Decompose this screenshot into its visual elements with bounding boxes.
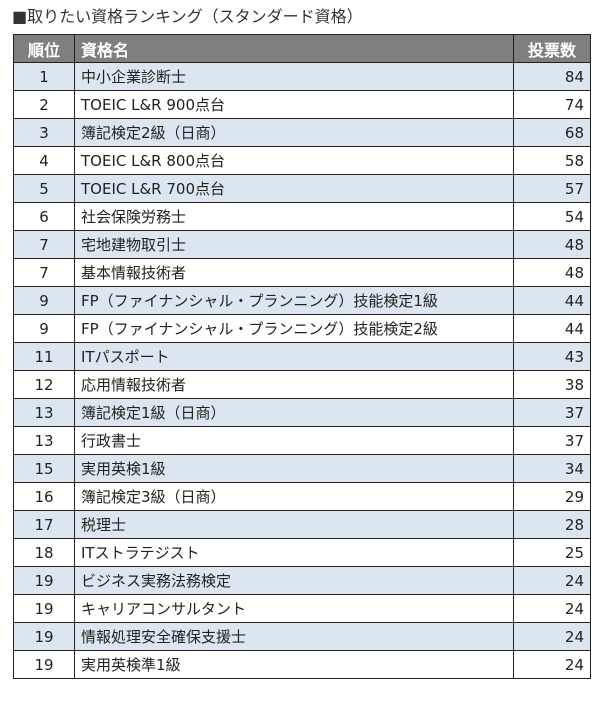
votes-cell: 68 — [513, 118, 591, 147]
table-row: 5 TOEIC L&R 700点台 57 — [13, 174, 591, 203]
qualification-cell: 基本情報技術者 — [74, 258, 514, 287]
votes-cell: 24 — [513, 566, 591, 595]
votes-cell: 38 — [513, 370, 591, 399]
qualification-cell: 行政書士 — [74, 426, 514, 455]
votes-cell: 44 — [513, 286, 591, 315]
qualification-cell: TOEIC L&R 900点台 — [74, 90, 514, 119]
rank-cell: 7 — [13, 258, 75, 287]
table-row: 16 簿記検定3級（日商） 29 — [13, 482, 591, 511]
qualification-cell: 宅地建物取引士 — [74, 230, 514, 259]
rank-cell: 2 — [13, 90, 75, 119]
qualification-cell: ITストラテジスト — [74, 538, 514, 567]
table-row: 13 簿記検定1級（日商） 37 — [13, 398, 591, 427]
rank-cell: 5 — [13, 174, 75, 203]
qualification-cell: TOEIC L&R 800点台 — [74, 146, 514, 175]
qualification-cell: 簿記検定1級（日商） — [74, 398, 514, 427]
table-header: 順位 資格名 投票数 — [13, 34, 591, 63]
votes-cell: 24 — [513, 622, 591, 651]
qualification-cell: 実用英検準1級 — [74, 650, 514, 679]
table-row: 7 宅地建物取引士 48 — [13, 230, 591, 259]
qualification-cell: 情報処理安全確保支援士 — [74, 622, 514, 651]
qualification-cell: FP（ファイナンシャル・プランニング）技能検定2級 — [74, 314, 514, 343]
header-qualification: 資格名 — [74, 34, 514, 63]
rank-cell: 19 — [13, 566, 75, 595]
qualification-cell: ITパスポート — [74, 342, 514, 371]
table-row: 19 ビジネス実務法務検定 24 — [13, 566, 591, 595]
votes-cell: 57 — [513, 174, 591, 203]
rank-cell: 19 — [13, 622, 75, 651]
votes-cell: 54 — [513, 202, 591, 231]
qualification-cell: 応用情報技術者 — [74, 370, 514, 399]
qualification-cell: 社会保険労務士 — [74, 202, 514, 231]
table-row: 3 簿記検定2級（日商） 68 — [13, 118, 591, 147]
rank-cell: 19 — [13, 594, 75, 623]
rank-cell: 3 — [13, 118, 75, 147]
table-row: 17 税理士 28 — [13, 510, 591, 539]
votes-cell: 34 — [513, 454, 591, 483]
rank-cell: 15 — [13, 454, 75, 483]
header-votes: 投票数 — [513, 34, 591, 63]
table-body: 1 中小企業診断士 84 2 TOEIC L&R 900点台 74 3 簿記検定2級（日商） 6… — [13, 62, 591, 679]
votes-cell: 37 — [513, 398, 591, 427]
table-row: 9 FP（ファイナンシャル・プランニング）技能検定2級 44 — [13, 314, 591, 343]
votes-cell: 43 — [513, 342, 591, 371]
votes-cell: 48 — [513, 230, 591, 259]
table-row: 11 ITパスポート 43 — [13, 342, 591, 371]
qualification-cell: TOEIC L&R 700点台 — [74, 174, 514, 203]
votes-cell: 48 — [513, 258, 591, 287]
rank-cell: 17 — [13, 510, 75, 539]
header-rank: 順位 — [13, 34, 75, 63]
table-row: 13 行政書士 37 — [13, 426, 591, 455]
rank-cell: 4 — [13, 146, 75, 175]
votes-cell: 44 — [513, 314, 591, 343]
rank-cell: 13 — [13, 398, 75, 427]
rank-cell: 9 — [13, 314, 75, 343]
table-row: 1 中小企業診断士 84 — [13, 62, 591, 91]
votes-cell: 24 — [513, 594, 591, 623]
qualification-cell: キャリアコンサルタント — [74, 594, 514, 623]
votes-cell: 84 — [513, 62, 591, 91]
table-row: 9 FP（ファイナンシャル・プランニング）技能検定1級 44 — [13, 286, 591, 315]
votes-cell: 25 — [513, 538, 591, 567]
table-title: ■取りたい資格ランキング（スタンダード資格） — [12, 7, 363, 26]
rank-cell: 19 — [13, 650, 75, 679]
table-row: 6 社会保険労務士 54 — [13, 202, 591, 231]
qualification-cell: 実用英検1級 — [74, 454, 514, 483]
rank-cell: 12 — [13, 370, 75, 399]
header-row: 順位 資格名 投票数 — [13, 34, 591, 63]
votes-cell: 37 — [513, 426, 591, 455]
qualification-cell: 税理士 — [74, 510, 514, 539]
votes-cell: 24 — [513, 650, 591, 679]
votes-cell: 28 — [513, 510, 591, 539]
qualification-cell: 簿記検定2級（日商） — [74, 118, 514, 147]
qualification-cell: ビジネス実務法務検定 — [74, 566, 514, 595]
table-row: 19 情報処理安全確保支援士 24 — [13, 622, 591, 651]
table-row: 19 キャリアコンサルタント 24 — [13, 594, 591, 623]
votes-cell: 74 — [513, 90, 591, 119]
ranking-table: 順位 資格名 投票数 1 中小企業診断士 84 2 TOEIC L&R 900点台 74 3… — [13, 34, 591, 679]
table-row: 4 TOEIC L&R 800点台 58 — [13, 146, 591, 175]
rank-cell: 7 — [13, 230, 75, 259]
table-row: 12 応用情報技術者 38 — [13, 370, 591, 399]
qualification-cell: 簿記検定3級（日商） — [74, 482, 514, 511]
rank-cell: 18 — [13, 538, 75, 567]
rank-cell: 16 — [13, 482, 75, 511]
rank-cell: 1 — [13, 62, 75, 91]
rank-cell: 9 — [13, 286, 75, 315]
table-row: 19 実用英検準1級 24 — [13, 650, 591, 679]
table-row: 7 基本情報技術者 48 — [13, 258, 591, 287]
votes-cell: 58 — [513, 146, 591, 175]
table-row: 18 ITストラテジスト 25 — [13, 538, 591, 567]
rank-cell: 11 — [13, 342, 75, 371]
qualification-cell: FP（ファイナンシャル・プランニング）技能検定1級 — [74, 286, 514, 315]
table-row: 2 TOEIC L&R 900点台 74 — [13, 90, 591, 119]
votes-cell: 29 — [513, 482, 591, 511]
rank-cell: 6 — [13, 202, 75, 231]
table-row: 15 実用英検1級 34 — [13, 454, 591, 483]
qualification-cell: 中小企業診断士 — [74, 62, 514, 91]
rank-cell: 13 — [13, 426, 75, 455]
